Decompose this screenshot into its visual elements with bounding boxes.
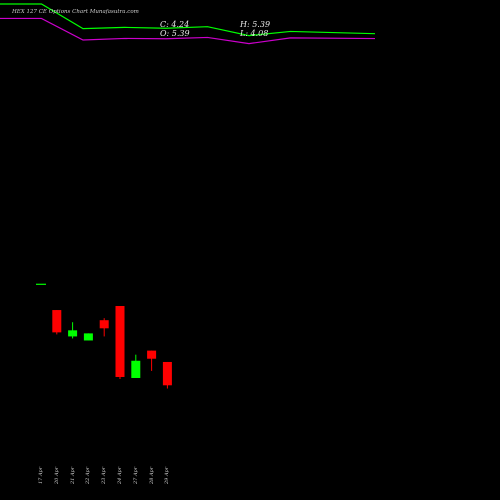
candle-24-apr xyxy=(115,306,125,380)
candle-body xyxy=(36,283,46,285)
x-tick-label: 21 Apr xyxy=(69,466,76,484)
x-tick-label: 29 Apr xyxy=(164,466,171,484)
x-tick-label: 22 Apr xyxy=(85,466,92,484)
candle-body xyxy=(115,306,125,377)
candle-17-apr xyxy=(36,283,46,285)
candle-22-apr xyxy=(83,333,93,341)
candle-body xyxy=(147,350,157,359)
low-value: L: 4.08 xyxy=(240,29,269,38)
x-tick-label: 20 Apr xyxy=(53,466,60,484)
open-value: O: 5.39 xyxy=(160,29,190,38)
x-tick-label: 27 Apr xyxy=(132,466,139,484)
upper-line xyxy=(0,3,376,37)
candle-body xyxy=(99,320,109,329)
chart-title: HEX 127 CE Options Chart Munafasutra.com xyxy=(12,9,139,15)
indicator-lines xyxy=(0,3,376,45)
candle-29-apr xyxy=(162,361,172,389)
candle-body xyxy=(52,310,62,333)
candle-body xyxy=(83,333,93,341)
x-tick-label: 23 Apr xyxy=(101,466,108,484)
candle-body xyxy=(131,360,141,378)
candle-23-apr xyxy=(99,318,109,337)
high-value: H: 5.39 xyxy=(240,20,271,29)
candles xyxy=(36,283,172,389)
candle-20-apr xyxy=(52,310,62,335)
candle-27-apr xyxy=(131,354,141,378)
x-tick-label: 24 Apr xyxy=(117,466,123,484)
candle-28-apr xyxy=(147,350,157,371)
candle-body xyxy=(162,361,172,386)
candle-21-apr xyxy=(68,322,78,339)
x-tick-label: 28 Apr xyxy=(148,466,155,484)
x-tick-label: 17 Apr xyxy=(38,466,44,484)
lower-line xyxy=(0,17,376,45)
close-value: C: 4.24 xyxy=(160,20,190,29)
candle-body xyxy=(68,330,78,337)
